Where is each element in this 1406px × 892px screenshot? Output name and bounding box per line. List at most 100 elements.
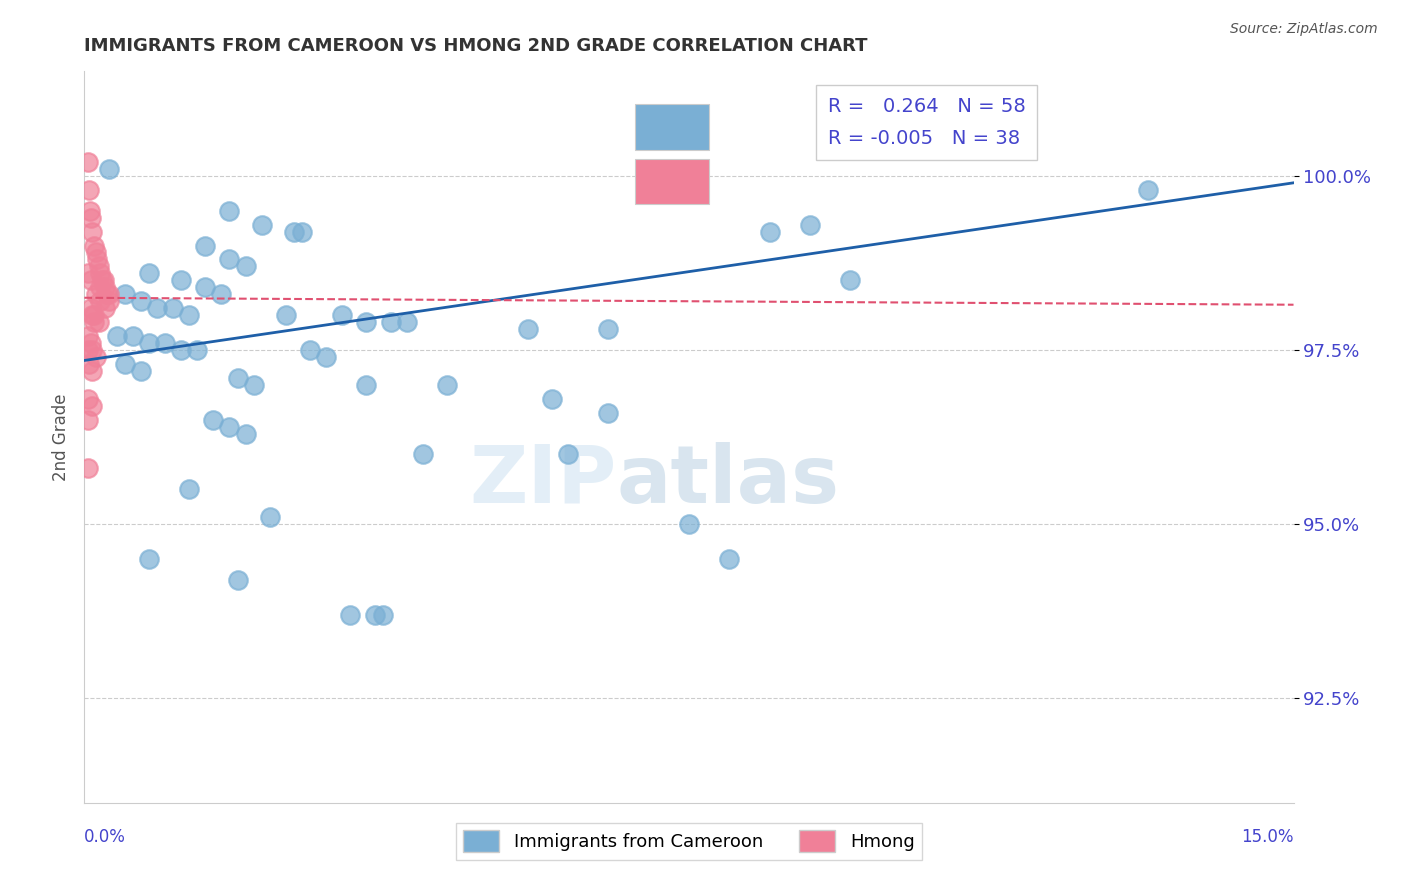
Point — [356, 315, 378, 329]
Point — [218, 203, 240, 218]
Point — [89, 280, 111, 294]
Point — [80, 301, 103, 316]
Point — [839, 273, 862, 287]
Point — [557, 448, 579, 462]
Point — [598, 406, 620, 420]
Point — [77, 343, 100, 357]
Point — [218, 419, 240, 434]
Point — [598, 322, 620, 336]
Point — [395, 315, 418, 329]
Point — [436, 377, 458, 392]
Point — [86, 287, 108, 301]
Point — [91, 273, 114, 287]
Legend: Immigrants from Cameroon, Hmong: Immigrants from Cameroon, Hmong — [456, 823, 922, 860]
Point — [80, 336, 103, 351]
Point — [186, 343, 208, 357]
Point — [259, 510, 281, 524]
Point — [87, 315, 110, 329]
Point — [170, 273, 193, 287]
Point — [83, 238, 105, 252]
Point — [77, 329, 100, 343]
Point — [89, 266, 111, 280]
Point — [299, 343, 322, 357]
Point — [363, 607, 385, 622]
Point — [250, 218, 273, 232]
Point — [77, 392, 100, 406]
Point — [121, 329, 143, 343]
Point — [96, 287, 118, 301]
Point — [89, 294, 111, 309]
Point — [82, 364, 104, 378]
Point — [83, 315, 105, 329]
Point — [138, 266, 160, 280]
Point — [76, 412, 98, 426]
Point — [330, 308, 353, 322]
Point — [799, 218, 821, 232]
Point — [226, 371, 249, 385]
Point — [77, 461, 100, 475]
Point — [138, 552, 160, 566]
Point — [226, 573, 249, 587]
Point — [129, 364, 152, 378]
Point — [80, 273, 103, 287]
Point — [209, 287, 232, 301]
Point — [678, 517, 700, 532]
Point — [93, 273, 115, 287]
Point — [97, 161, 120, 176]
Point — [202, 412, 225, 426]
Point — [114, 357, 136, 371]
Point — [82, 225, 104, 239]
Point — [77, 183, 100, 197]
Point — [718, 552, 741, 566]
Point — [94, 280, 117, 294]
Point — [79, 203, 101, 218]
Point — [412, 448, 434, 462]
Y-axis label: 2nd Grade: 2nd Grade — [52, 393, 70, 481]
Point — [283, 225, 305, 239]
Point — [87, 260, 110, 274]
Point — [138, 336, 160, 351]
Point — [146, 301, 169, 316]
Point — [194, 238, 217, 252]
Point — [235, 426, 257, 441]
Point — [84, 245, 107, 260]
Point — [356, 377, 378, 392]
Text: 15.0%: 15.0% — [1241, 828, 1294, 846]
Point — [82, 308, 104, 322]
Point — [77, 266, 100, 280]
Point — [97, 294, 120, 309]
Point — [153, 336, 176, 351]
Point — [179, 483, 201, 497]
Text: Source: ZipAtlas.com: Source: ZipAtlas.com — [1230, 22, 1378, 37]
Point — [194, 280, 217, 294]
Text: 0.0%: 0.0% — [84, 828, 127, 846]
Point — [179, 308, 201, 322]
Point — [83, 308, 105, 322]
Text: ZIP: ZIP — [470, 442, 616, 520]
Point — [218, 252, 240, 267]
Text: R =   0.264   N = 58
R = -0.005   N = 38: R = 0.264 N = 58 R = -0.005 N = 38 — [828, 97, 1026, 148]
Point — [758, 225, 780, 239]
Point — [114, 287, 136, 301]
Bar — [634, 104, 710, 150]
Point — [274, 308, 297, 322]
Point — [86, 252, 108, 267]
Point — [170, 343, 193, 357]
Point — [77, 357, 100, 371]
Point — [339, 607, 361, 622]
Text: IMMIGRANTS FROM CAMEROON VS HMONG 2ND GRADE CORRELATION CHART: IMMIGRANTS FROM CAMEROON VS HMONG 2ND GR… — [84, 37, 868, 54]
Point — [80, 211, 103, 225]
Bar — [634, 159, 710, 204]
Point — [380, 315, 402, 329]
Point — [82, 399, 104, 413]
Point — [235, 260, 257, 274]
Point — [97, 287, 120, 301]
Point — [242, 377, 264, 392]
Text: atlas: atlas — [616, 442, 839, 520]
Point — [291, 225, 314, 239]
Point — [371, 607, 394, 622]
Point — [516, 322, 538, 336]
Point — [105, 329, 128, 343]
Point — [86, 350, 108, 364]
Point — [162, 301, 184, 316]
